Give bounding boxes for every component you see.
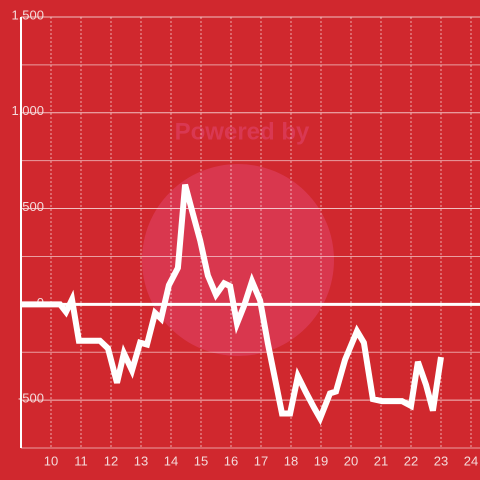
x-tick-label: 22: [404, 453, 418, 468]
y-tick-label: 1,500: [11, 7, 44, 22]
x-tick-label: 14: [164, 453, 178, 468]
data-line: [21, 183, 444, 426]
x-tick-label: 24: [464, 453, 478, 468]
x-tick-label: 19: [314, 453, 328, 468]
x-tick-label: 17: [254, 453, 268, 468]
y-tick-label: 1,000: [11, 103, 44, 118]
x-tick-label: 10: [44, 453, 58, 468]
x-tick-label: 11: [74, 453, 88, 468]
x-tick-label: 12: [104, 453, 118, 468]
y-tick-label: -500: [18, 391, 44, 406]
x-tick-label: 18: [284, 453, 298, 468]
x-tick-label: 23: [434, 453, 448, 468]
x-tick-label: 21: [374, 453, 388, 468]
x-tick-label: 13: [134, 453, 148, 468]
x-tick-label: 20: [344, 453, 358, 468]
x-tick-label: 15: [194, 453, 208, 468]
watermark: Powered by: [175, 118, 310, 145]
x-tick-label: 16: [224, 453, 238, 468]
y-tick-label: 500: [22, 199, 44, 214]
